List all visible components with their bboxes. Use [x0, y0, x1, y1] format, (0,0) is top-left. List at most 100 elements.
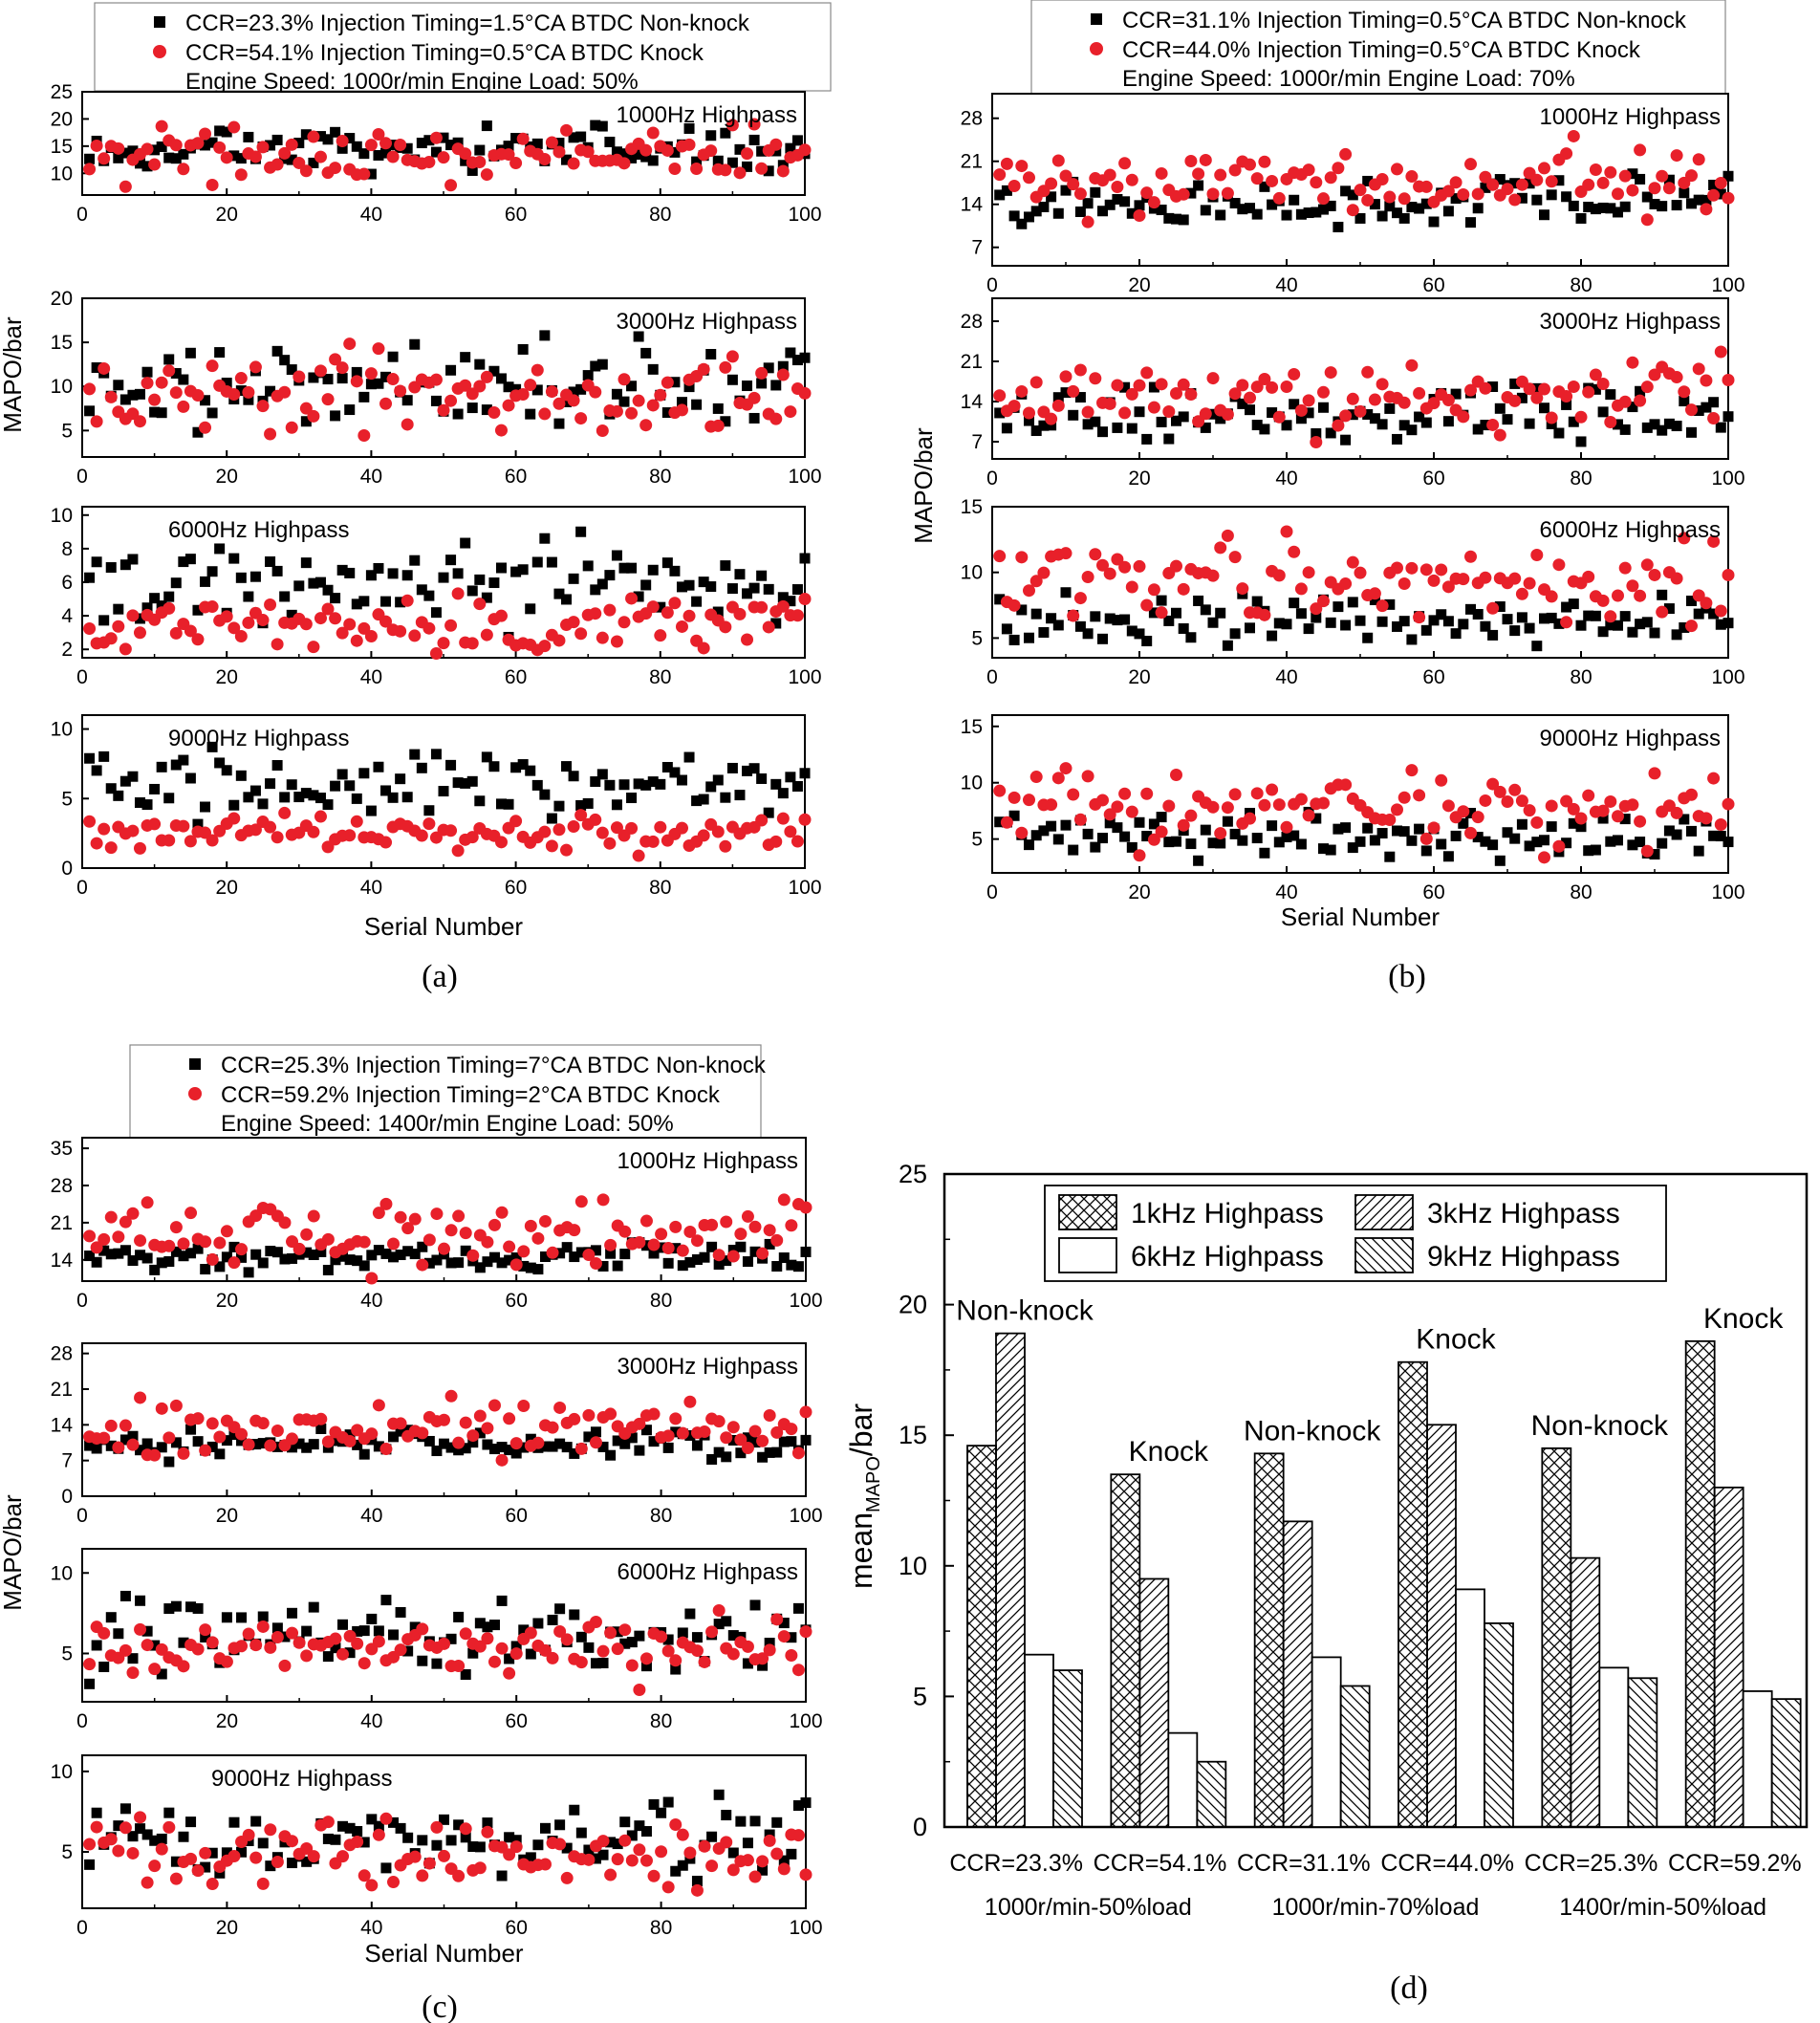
data-point-knock — [422, 1233, 436, 1247]
x-tick-label: 20 — [216, 1710, 238, 1732]
group-annotation: Knock — [1416, 1324, 1496, 1356]
data-point-knock — [264, 820, 277, 834]
condition-label: 1000r/min-70%load — [1272, 1894, 1480, 1921]
data-point-knock — [1067, 178, 1080, 191]
data-point-knock — [351, 1424, 364, 1437]
data-point-knock — [1685, 620, 1698, 633]
data-point-knock — [1596, 594, 1610, 607]
data-point-knock — [596, 826, 609, 839]
data-point-knock — [785, 1423, 798, 1436]
data-point-nonknock — [1693, 845, 1704, 857]
data-point-nonknock — [1657, 837, 1668, 849]
data-point-knock — [1464, 826, 1477, 839]
data-point-knock — [271, 831, 284, 844]
data-point-nonknock — [105, 1612, 117, 1623]
data-point-nonknock — [236, 1846, 248, 1858]
data-point-nonknock — [1480, 620, 1491, 632]
data-point-knock — [104, 841, 118, 855]
chart-b: CCR=31.1% Injection Timing=0.5°CA BTDC N… — [909, 0, 1745, 994]
data-point-knock — [1272, 798, 1286, 812]
data-point-nonknock — [640, 1826, 652, 1838]
data-point-knock — [429, 373, 443, 386]
y-tick-label: 20 — [51, 108, 73, 130]
data-point-nonknock — [1311, 813, 1322, 824]
data-point-knock — [199, 421, 212, 434]
data-point-nonknock — [554, 1438, 566, 1449]
data-point-knock — [676, 1426, 689, 1440]
data-point-nonknock — [439, 1438, 449, 1449]
data-point-nonknock — [330, 1435, 341, 1447]
data-point-knock — [126, 1207, 140, 1220]
data-point-knock — [1272, 191, 1286, 205]
data-point-nonknock — [214, 347, 226, 359]
data-point-knock — [1405, 561, 1419, 575]
panel-label: 1000Hz Highpass — [617, 102, 797, 128]
data-point-nonknock — [287, 1442, 298, 1453]
data-point-nonknock — [596, 578, 608, 590]
data-point-nonknock — [1442, 416, 1454, 427]
data-point-nonknock — [1325, 427, 1336, 439]
data-point-nonknock — [764, 1638, 775, 1649]
data-point-knock — [1250, 381, 1264, 394]
data-point-knock — [741, 1209, 754, 1223]
data-point-knock — [1612, 187, 1624, 201]
data-point-knock — [1258, 608, 1271, 621]
data-point-nonknock — [445, 1442, 457, 1453]
data-point-knock — [365, 1272, 379, 1285]
data-point-knock — [321, 602, 335, 616]
data-point-nonknock — [785, 772, 796, 783]
data-point-knock — [343, 618, 357, 631]
data-point-knock — [560, 1633, 574, 1646]
y-axis-label-unit: /bar — [844, 1403, 878, 1456]
data-point-nonknock — [113, 790, 124, 801]
data-point-knock — [596, 1644, 610, 1658]
data-point-knock — [1441, 185, 1455, 198]
data-point-nonknock — [734, 143, 746, 155]
data-point-knock — [438, 1637, 450, 1650]
data-point-knock — [1184, 155, 1198, 168]
data-point-nonknock — [322, 134, 334, 145]
data-point-knock — [675, 403, 688, 417]
data-point-nonknock — [127, 1430, 139, 1442]
data-point-nonknock — [1708, 608, 1720, 620]
data-point-knock — [264, 1439, 277, 1452]
data-point-nonknock — [163, 591, 175, 602]
data-point-nonknock — [481, 404, 492, 416]
data-point-knock — [329, 353, 342, 366]
data-point-knock — [568, 1224, 581, 1237]
data-point-knock — [1692, 362, 1705, 376]
data-point-knock — [639, 143, 653, 157]
data-point-nonknock — [1281, 619, 1292, 630]
data-point-nonknock — [791, 584, 803, 596]
data-point-nonknock — [452, 568, 464, 579]
data-point-nonknock — [1052, 834, 1064, 845]
data-point-nonknock — [590, 1426, 601, 1438]
data-point-knock — [719, 620, 732, 634]
data-point-nonknock — [1141, 831, 1153, 842]
data-point-nonknock — [1074, 392, 1086, 403]
data-point-nonknock — [1568, 817, 1579, 829]
data-point-nonknock — [1480, 836, 1491, 847]
data-point-nonknock — [604, 137, 616, 148]
data-point-nonknock — [1465, 217, 1476, 228]
data-point-nonknock — [1104, 199, 1116, 210]
data-point-knock — [379, 137, 393, 150]
data-point-knock — [358, 1235, 371, 1249]
data-point-nonknock — [1311, 207, 1322, 218]
data-point-nonknock — [141, 161, 153, 172]
data-point-nonknock — [532, 1839, 544, 1851]
data-point-knock — [1464, 550, 1477, 563]
data-point-nonknock — [677, 1627, 688, 1639]
data-point-nonknock — [1657, 201, 1668, 212]
data-point-nonknock — [525, 1852, 536, 1863]
data-point-knock — [755, 814, 769, 827]
data-point-knock — [1530, 816, 1544, 829]
data-point-knock — [1317, 796, 1330, 810]
data-point-nonknock — [1267, 199, 1278, 210]
data-point-knock — [683, 1395, 697, 1408]
data-point-knock — [1626, 184, 1639, 197]
data-point-knock — [134, 1622, 147, 1636]
data-point-nonknock — [531, 779, 543, 791]
data-point-nonknock — [1222, 640, 1233, 651]
data-point-knock — [285, 138, 298, 151]
